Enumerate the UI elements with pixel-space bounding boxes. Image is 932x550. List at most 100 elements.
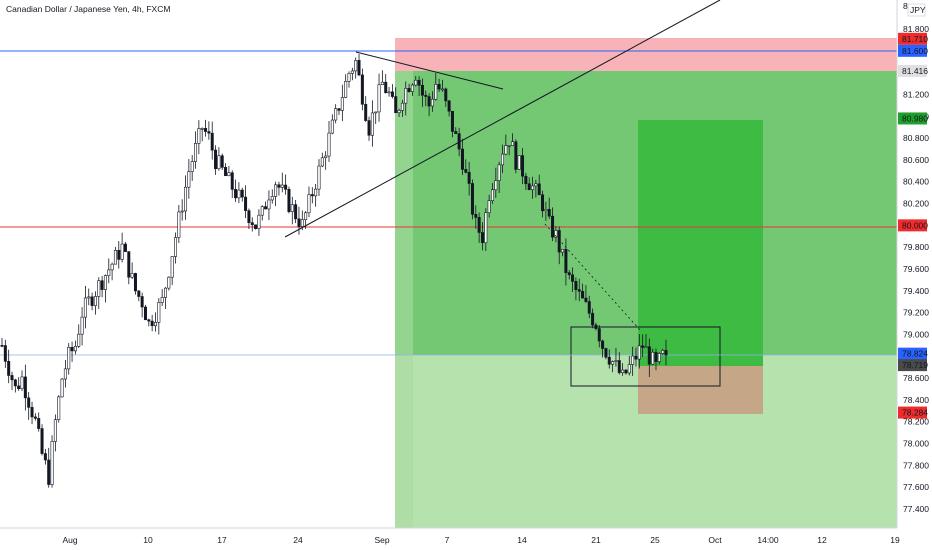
- candle-body: [440, 88, 444, 91]
- candle-body: [614, 360, 618, 362]
- candle-body: [123, 243, 127, 252]
- time-axis[interactable]: Aug 10 17 24 Sep 7 14 21 25 Oct 14:00 12 19: [0, 527, 932, 550]
- candle-body: [184, 186, 188, 212]
- candle-body: [334, 108, 338, 121]
- price-badge[interactable]: 78.284: [898, 406, 928, 419]
- candle-body: [447, 100, 451, 112]
- consolidation-box[interactable]: [570, 326, 721, 387]
- candle-body: [564, 248, 568, 273]
- candle-body: [661, 350, 665, 354]
- candle-body: [404, 88, 408, 104]
- price-badge[interactable]: 81.600: [898, 44, 928, 57]
- currency-badge[interactable]: JPY: [907, 3, 926, 17]
- price-badge[interactable]: 81.710: [898, 32, 928, 45]
- candle-body: [27, 397, 31, 408]
- candle-body: [344, 81, 348, 98]
- candle-body: [414, 79, 418, 86]
- candle-body: [347, 73, 351, 82]
- candle-body: [641, 345, 645, 348]
- candle-body: [664, 350, 668, 356]
- candle-body: [651, 351, 655, 365]
- candle-body: [350, 70, 354, 74]
- price-badge[interactable]: 81.416: [898, 64, 928, 77]
- candle-body: [627, 364, 631, 374]
- candle-body: [647, 346, 651, 365]
- candle-body: [337, 108, 341, 111]
- candle-body: [367, 120, 371, 136]
- price-badge-label: 81.710: [902, 34, 928, 44]
- candle-body: [257, 214, 261, 229]
- position-zones: [395, 38, 897, 528]
- candle-body: [250, 222, 254, 226]
- candle-body: [480, 232, 484, 244]
- candle-body: [174, 237, 178, 257]
- candle-body: [300, 219, 304, 227]
- time-tick-label: 7: [445, 535, 450, 545]
- dashed-trend-line[interactable]: [544, 223, 641, 331]
- price-tick-label: 78.400: [903, 395, 929, 405]
- inner-stop-zone[interactable]: [638, 366, 763, 414]
- candle-body: [167, 276, 171, 289]
- price-badge[interactable]: 80.980: [898, 112, 928, 125]
- candle-body: [310, 194, 314, 197]
- candle-body: [314, 188, 318, 197]
- candle-body: [561, 248, 565, 253]
- price-badge[interactable]: 80.000: [898, 219, 928, 232]
- candle-body: [17, 385, 21, 390]
- candle-body: [370, 112, 374, 136]
- candle-body: [237, 189, 241, 199]
- candle-body: [100, 280, 104, 290]
- candle-body: [284, 184, 288, 190]
- price-tick-label: 80.200: [903, 199, 929, 209]
- candle-body: [501, 153, 505, 166]
- candle-body: [194, 143, 198, 162]
- candle-body: [13, 379, 17, 387]
- price-tick-label: 81.800: [903, 24, 929, 34]
- price-tick-label: 77.600: [903, 482, 929, 492]
- price-tick-label: 78.000: [903, 439, 929, 449]
- candle-body: [621, 369, 625, 373]
- candle-body: [524, 175, 528, 185]
- top-tick-label: 8: [903, 1, 908, 11]
- candle-body: [544, 209, 548, 212]
- candle-body: [584, 297, 588, 302]
- candle-body: [73, 346, 77, 352]
- candle-body: [464, 169, 468, 173]
- candle-body: [417, 79, 421, 86]
- candle-body: [454, 131, 458, 134]
- candle-body: [517, 155, 521, 170]
- rising-trendline[interactable]: [284, 0, 721, 238]
- candle-body: [120, 243, 124, 260]
- candle-body: [217, 155, 221, 170]
- time-tick-label: 21: [591, 535, 601, 545]
- candle-body: [360, 74, 364, 105]
- price-badge[interactable]: 78.824: [898, 347, 928, 360]
- candle-body: [190, 161, 194, 172]
- candle-body: [477, 217, 481, 233]
- candle-body: [80, 316, 84, 335]
- price-tick-label: 78.200: [903, 417, 929, 427]
- triangle-upper-line[interactable]: [355, 51, 504, 90]
- candle-body: [30, 407, 34, 418]
- candle-body: [624, 369, 628, 374]
- candle-body: [554, 230, 558, 238]
- price-badge-label: 81.600: [902, 46, 928, 56]
- candle-body: [507, 144, 511, 147]
- price-axis[interactable]: 81.80081.20081.00080.80080.60080.40080.2…: [896, 0, 932, 528]
- candle-body: [40, 428, 44, 454]
- stop-loss-zone[interactable]: [395, 38, 897, 71]
- candle-body: [90, 296, 94, 306]
- price-badge[interactable]: 78.719: [898, 359, 928, 372]
- time-tick-label: 25: [650, 535, 660, 545]
- inner-target-zone[interactable]: [638, 120, 763, 366]
- candle-body: [57, 396, 61, 421]
- time-tick-label: 10: [143, 535, 153, 545]
- candle-body: [494, 180, 498, 191]
- candle-body: [33, 416, 37, 419]
- price-tick-label: 79.400: [903, 286, 929, 296]
- candle-body: [214, 149, 218, 170]
- candle-body: [7, 361, 11, 376]
- candle-body: [117, 250, 121, 260]
